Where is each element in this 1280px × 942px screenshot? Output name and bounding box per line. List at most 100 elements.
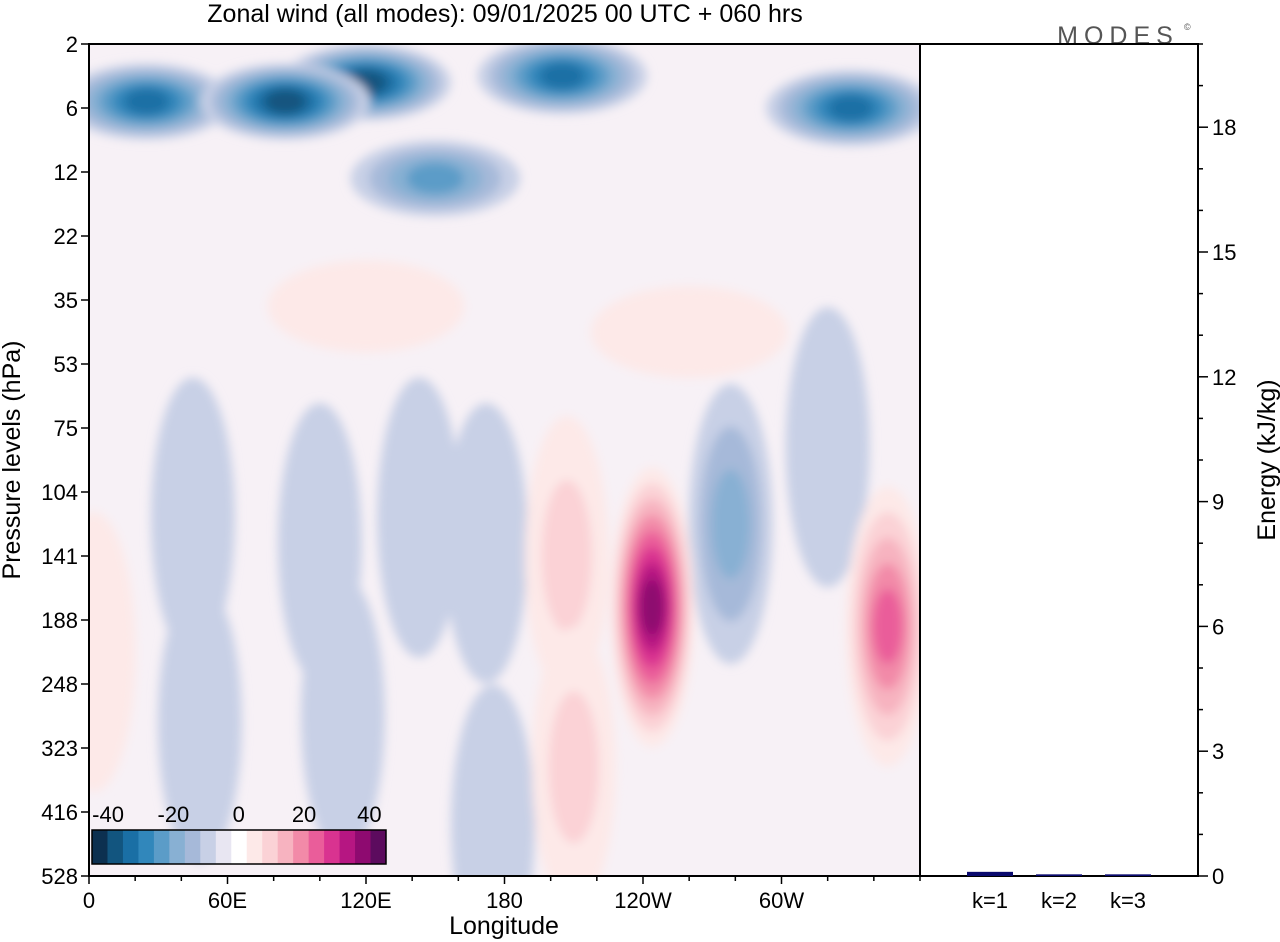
- chart-title: Zonal wind (all modes): 09/01/2025 00 UT…: [207, 0, 802, 28]
- heatmap-y-tick-label: 6: [66, 96, 78, 121]
- heatmap-feature: [267, 260, 465, 353]
- energy-y-tick-label: 18: [1212, 115, 1236, 140]
- colorbar-swatch: [262, 830, 279, 864]
- heatmap-x-tick-label: 0: [83, 888, 95, 913]
- colorbar-swatch: [339, 830, 356, 864]
- heatmap-field: [89, 44, 920, 876]
- heatmap-y-tick-label: 12: [54, 160, 78, 185]
- energy-x-tick-label: k=1: [972, 888, 1008, 913]
- heatmap-feature: [89, 512, 136, 792]
- heatmap-contour-level: [264, 89, 306, 114]
- heatmap-contour-level: [450, 684, 535, 876]
- colorbar-swatch: [153, 830, 170, 864]
- heatmap-feature: [531, 627, 616, 876]
- heatmap-contour-level: [406, 162, 464, 194]
- colorbar-tick-label: 40: [357, 802, 381, 827]
- heatmap-plot: 2 6 12 22 35 53 75 104 141 188 248 323 416 528 0 60E 12…: [0, 32, 921, 940]
- heatmap-feature: [450, 684, 535, 876]
- colorbar-swatch: [138, 830, 155, 864]
- heatmap-y-axis: 2 6 12 22 35 53 75 104 141 188 248 323 416 528: [41, 32, 89, 889]
- heatmap-y-tick-label: 53: [54, 352, 78, 377]
- colorbar-swatch: [293, 830, 310, 864]
- heatmap-y-tick-label: 35: [54, 288, 78, 313]
- heatmap-feature: [350, 140, 521, 217]
- colorbar-tick-label: 0: [233, 802, 245, 827]
- heatmap-contour-level: [377, 377, 462, 658]
- colorbar-swatch: [184, 830, 201, 864]
- heatmap-contour-level: [590, 286, 788, 378]
- heatmap-contour-level: [872, 588, 903, 665]
- energy-x-axis: k=1 k=2 k=3: [972, 888, 1146, 913]
- energy-bar-chart: 0 3 6 9 12 15 18 k=1 k=2 k=3 Energy (kJ/kg): [919, 43, 1280, 913]
- heatmap-y-tick-label: 2: [66, 32, 78, 57]
- energy-bar: [967, 871, 1013, 876]
- energy-y-tick-label: 15: [1212, 240, 1236, 265]
- heatmap-y-tick-label: 323: [41, 736, 78, 761]
- colorbar-swatch: [200, 830, 217, 864]
- heatmap-feature: [444, 403, 529, 684]
- heatmap-contour-level: [267, 260, 465, 353]
- heatmap-feature: [150, 377, 235, 658]
- heatmap-x-axis-label: Longitude: [449, 912, 559, 940]
- energy-y-tick-label: 0: [1212, 864, 1224, 889]
- heatmap-contour-level: [444, 403, 529, 684]
- heatmap-y-tick-label: 75: [54, 416, 78, 441]
- energy-x-tick-label: k=3: [1110, 888, 1146, 913]
- heatmap-contour-level: [785, 307, 870, 588]
- heatmap-x-axis: 0 60E 120E 180 120W 60W: [83, 876, 921, 913]
- heatmap-contour-level: [277, 403, 362, 684]
- heatmap-contour-level: [150, 377, 235, 658]
- colorbar-frame: [91, 829, 387, 865]
- energy-bars: [967, 871, 1151, 876]
- heatmap-contour-level: [89, 512, 136, 792]
- logo-copyright-mark: ©: [1184, 22, 1191, 32]
- heatmap-x-tick-label: 60W: [759, 888, 804, 913]
- energy-y-tick-label: 6: [1212, 614, 1224, 639]
- colorbar-swatch: [231, 830, 248, 864]
- energy-y-tick-label: 12: [1212, 365, 1236, 390]
- energy-y-tick-label: 9: [1212, 490, 1224, 515]
- colorbar-tick-label: 20: [292, 802, 316, 827]
- heatmap-contour-level: [639, 579, 665, 636]
- heatmap-feature: [785, 307, 870, 588]
- energy-x-tick-label: k=2: [1041, 888, 1077, 913]
- heatmap-y-tick-label: 188: [41, 608, 78, 633]
- colorbar-swatch: [92, 830, 108, 864]
- heatmap-feature: [477, 44, 647, 114]
- heatmap-contour-level: [124, 88, 170, 115]
- heatmap-contour-level: [541, 480, 592, 632]
- colorbar: -40 -20 0 20 40: [91, 802, 387, 865]
- heatmap-feature: [610, 467, 695, 748]
- heatmap-contour-level: [157, 582, 242, 863]
- colorbar-swatch: [215, 830, 232, 864]
- energy-plot-frame: [919, 43, 1199, 877]
- heatmap-feature: [277, 403, 362, 684]
- colorbar-swatch: [277, 830, 294, 864]
- colorbar-swatch: [107, 830, 124, 864]
- heatmap-x-tick-label: 60E: [208, 888, 247, 913]
- colorbar-tick-label: -20: [158, 802, 190, 827]
- energy-y-axis: 0 3 6 9 12 15 18: [1198, 43, 1236, 889]
- heatmap-y-tick-label: 141: [41, 544, 78, 569]
- colorbar-swatch: [370, 830, 387, 864]
- heatmap-y-tick-label: 416: [41, 800, 78, 825]
- heatmap-feature: [590, 286, 788, 378]
- colorbar-swatch: [246, 830, 263, 864]
- heatmap-contour-level: [548, 691, 599, 844]
- heatmap-y-tick-label: 248: [41, 672, 78, 697]
- colorbar-swatch: [355, 830, 372, 864]
- energy-bar: [1105, 874, 1151, 876]
- heatmap-contour-level: [539, 63, 585, 89]
- heatmap-feature: [377, 377, 462, 658]
- colorbar-tick-label: -40: [92, 802, 124, 827]
- colorbar-swatch: [169, 830, 186, 864]
- heatmap-feature: [688, 384, 773, 664]
- heatmap-contour-level: [711, 469, 751, 579]
- heatmap-y-axis-label: Pressure levels (hPa): [0, 341, 26, 580]
- colorbar-swatch: [324, 830, 341, 864]
- heatmap-feature: [524, 416, 609, 696]
- heatmap-x-tick-label: 120E: [340, 888, 391, 913]
- energy-y-axis-label: Energy (kJ/kg): [1253, 379, 1280, 540]
- colorbar-labels: -40 -20 0 20 40: [92, 802, 381, 827]
